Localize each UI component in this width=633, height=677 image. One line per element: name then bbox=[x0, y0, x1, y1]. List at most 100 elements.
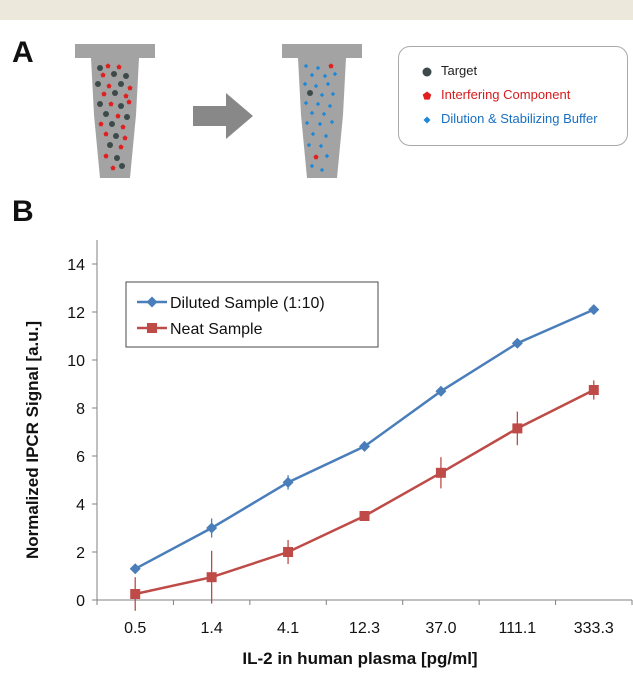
data-point bbox=[435, 467, 446, 478]
buffer-dot bbox=[313, 83, 319, 89]
y-tick-label: 0 bbox=[76, 593, 85, 610]
data-point bbox=[283, 547, 294, 557]
data-point bbox=[282, 476, 294, 488]
buffer-dot bbox=[303, 63, 309, 69]
target-dot bbox=[118, 81, 124, 87]
target-dot bbox=[112, 90, 118, 96]
x-axis-label: IL-2 in human plasma [pg/ml] bbox=[242, 649, 477, 668]
interfering-dot bbox=[115, 113, 121, 119]
y-tick-label: 4 bbox=[76, 497, 85, 514]
data-point bbox=[588, 385, 599, 395]
chart-series bbox=[129, 304, 600, 611]
data-point bbox=[512, 423, 523, 434]
interfering-dot bbox=[328, 63, 334, 69]
interfering-dot bbox=[101, 91, 107, 97]
target-dot bbox=[111, 71, 117, 77]
x-tick-label: 1.4 bbox=[201, 620, 223, 637]
interfering-dot bbox=[116, 64, 122, 70]
legend-label: Neat Sample bbox=[170, 321, 263, 338]
buffer-dot bbox=[306, 142, 312, 148]
data-point bbox=[588, 304, 600, 316]
target-dot bbox=[119, 163, 125, 169]
data-point bbox=[435, 385, 447, 397]
buffer-dot bbox=[323, 133, 329, 139]
data-point bbox=[359, 511, 370, 521]
series-line bbox=[134, 308, 595, 570]
buffer-dot bbox=[319, 167, 325, 173]
legend-marker bbox=[146, 296, 158, 308]
data-point bbox=[206, 572, 217, 583]
interfering-dot bbox=[108, 101, 114, 107]
buffer-dot bbox=[303, 100, 309, 106]
panel-a-label: A bbox=[12, 36, 34, 69]
tube-cap bbox=[282, 44, 362, 58]
tube-body bbox=[91, 58, 139, 178]
tube-cap bbox=[75, 44, 155, 58]
tube-before-dilution bbox=[75, 44, 155, 178]
target-dot bbox=[118, 103, 124, 109]
buffer-dot bbox=[332, 71, 338, 77]
y-tick-label: 2 bbox=[76, 545, 85, 562]
interfering-dot bbox=[122, 135, 128, 141]
y-tick-label: 10 bbox=[67, 353, 85, 370]
x-tick-label: 0.5 bbox=[124, 620, 146, 637]
process-arrow bbox=[193, 93, 253, 139]
interfering-dot bbox=[105, 63, 111, 69]
buffer-dot bbox=[327, 103, 333, 109]
legend-label-target: Target bbox=[441, 63, 478, 78]
top-border-bar bbox=[0, 0, 633, 20]
interfering-dot bbox=[100, 72, 106, 78]
target-dot bbox=[307, 90, 313, 96]
tube-body bbox=[298, 58, 346, 178]
target-circle-icon bbox=[422, 67, 432, 77]
legend-label-interfering: Interfering Component bbox=[441, 87, 571, 102]
x-tick-label: 333.3 bbox=[574, 620, 614, 637]
interfering-dot bbox=[120, 124, 126, 130]
y-tick-label: 8 bbox=[76, 401, 85, 418]
buffer-dot bbox=[309, 72, 315, 78]
x-axis-ticks: 0.5 1.4 4.1 12.3 37.0 111.1 333.3 bbox=[96, 600, 633, 637]
legend-label: Diluted Sample (1:10) bbox=[170, 295, 325, 312]
buffer-dot bbox=[309, 110, 315, 116]
buffer-dot bbox=[321, 111, 327, 117]
x-tick-label: 12.3 bbox=[349, 620, 380, 637]
target-dot bbox=[95, 81, 101, 87]
buffer-dot bbox=[322, 73, 328, 79]
y-tick-label: 14 bbox=[67, 257, 85, 274]
interfering-dot bbox=[106, 83, 112, 89]
buffer-dot bbox=[325, 81, 331, 87]
x-tick-label: 111.1 bbox=[499, 620, 537, 637]
buffer-dot bbox=[317, 121, 323, 127]
interfering-dot bbox=[313, 154, 319, 160]
interfering-dot bbox=[123, 93, 129, 99]
buffer-dot bbox=[319, 92, 325, 98]
buffer-dot bbox=[329, 119, 335, 125]
panel-a-illustration bbox=[75, 44, 362, 178]
panel-b-label: B bbox=[12, 195, 34, 228]
interfering-pentagon-icon bbox=[422, 91, 432, 100]
interfering-dot bbox=[103, 131, 109, 137]
legend-label-buffer: Dilution & Stabilizing Buffer bbox=[441, 111, 598, 126]
y-tick-label: 12 bbox=[67, 305, 85, 322]
buffer-dot bbox=[304, 120, 310, 126]
data-point bbox=[359, 440, 370, 452]
buffer-dot bbox=[330, 91, 336, 97]
target-dot bbox=[103, 111, 109, 117]
buffer-dot bbox=[324, 153, 330, 159]
x-tick-label: 4.1 bbox=[277, 620, 299, 637]
target-dot bbox=[124, 114, 130, 120]
series-diluted-sample bbox=[129, 304, 600, 575]
buffer-dot bbox=[315, 101, 321, 107]
buffer-dot bbox=[318, 143, 324, 149]
interfering-dot bbox=[110, 165, 116, 171]
data-point bbox=[206, 522, 218, 534]
x-tick-label: 37.0 bbox=[425, 620, 456, 637]
panel-a-legend: Target Interfering Component Dilution & … bbox=[398, 46, 628, 146]
target-dot bbox=[109, 121, 115, 127]
target-dot bbox=[97, 101, 103, 107]
chart-legend-box bbox=[125, 281, 379, 348]
interfering-dot bbox=[98, 121, 104, 127]
y-axis-ticks: 0 2 4 6 8 10 12 14 bbox=[67, 257, 97, 610]
buffer-diamond-icon bbox=[423, 116, 431, 124]
